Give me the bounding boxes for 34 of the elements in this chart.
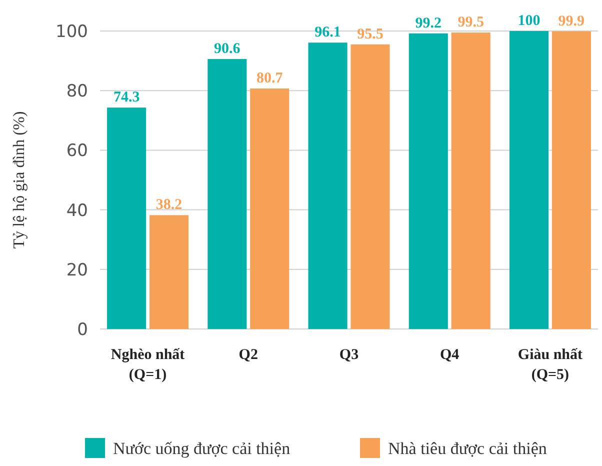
data-label: 99.2 — [415, 15, 442, 32]
data-label: 95.5 — [357, 26, 384, 42]
data-label: 38.2 — [156, 197, 182, 214]
data-label: 99.9 — [558, 13, 585, 30]
bar — [552, 31, 591, 329]
data-label: 96.1 — [314, 24, 341, 41]
y-tick-label: 60 — [66, 141, 88, 162]
x-tick-label: Q2 — [238, 347, 258, 363]
x-tick-label: Q4 — [440, 347, 460, 363]
data-label: 80.7 — [256, 70, 284, 87]
data-label: 99.5 — [458, 14, 484, 30]
bar — [451, 32, 490, 329]
data-label: 90.6 — [214, 41, 241, 58]
x-tick-label: Q3 — [339, 347, 359, 363]
bar — [350, 44, 390, 329]
data-label: 100 — [518, 13, 540, 29]
x-tick-label: Giàu nhất (Q=5) — [518, 347, 583, 383]
bar — [107, 108, 146, 329]
y-tick-label: 40 — [66, 200, 88, 221]
x-tick-label: Nghèo nhất (Q=1) — [110, 347, 185, 383]
bar — [208, 59, 247, 329]
legend-label: Nước uống được cải thiện — [113, 439, 291, 458]
data-label: 74.3 — [113, 90, 140, 106]
y-tick-label: 100 — [56, 22, 88, 42]
y-tick-label: 80 — [66, 82, 88, 102]
bar — [408, 33, 448, 329]
legend-label: Nhà tiêu được cải thiện — [388, 439, 548, 458]
bar — [149, 215, 189, 329]
bar — [250, 88, 290, 329]
bar — [509, 31, 549, 329]
y-axis-title: Tỷ lệ hộ gia đình (%) — [11, 111, 28, 249]
y-tick-label: 0 — [77, 320, 88, 340]
y-tick-label: 20 — [66, 260, 88, 280]
bar — [308, 42, 348, 329]
